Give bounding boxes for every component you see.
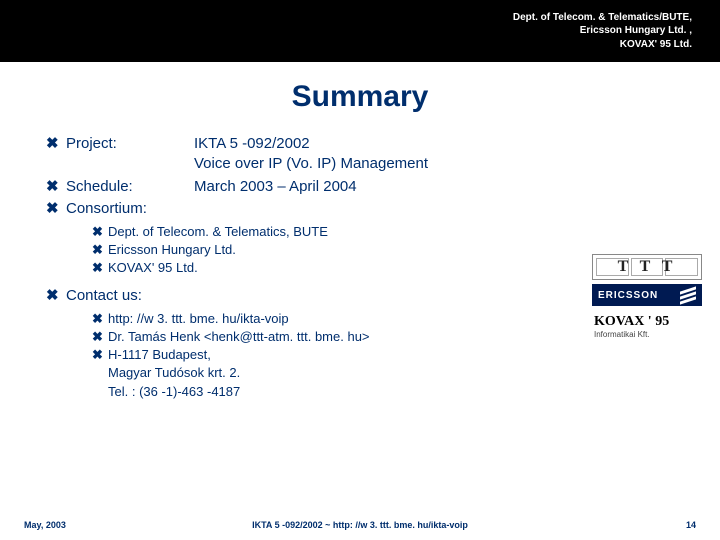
contact-item: ✖ H-1117 Budapest, Magyar Tudósok krt. 2…	[92, 346, 700, 401]
bullet-icon: ✖	[92, 241, 108, 259]
bullet-icon: ✖	[46, 177, 66, 197]
slide-title: Summary	[0, 80, 720, 114]
bullet-icon: ✖	[46, 199, 66, 219]
footer: May, 2003 IKTA 5 -092/2002 ~ http: //w 3…	[0, 520, 720, 530]
consortium-item: ✖ Dept. of Telecom. & Telematics, BUTE	[92, 223, 700, 241]
contact-address: H-1117 Budapest, Magyar Tudósok krt. 2. …	[108, 346, 240, 401]
project-desc: Voice over IP (Vo. IP) Management	[194, 155, 428, 172]
consortium-item-text: KOVAX' 95 Ltd.	[108, 259, 198, 277]
consortium-item-text: Ericsson Hungary Ltd.	[108, 241, 236, 259]
header-line1: Dept. of Telecom. & Telematics/BUTE,	[513, 12, 692, 23]
bullet-icon: ✖	[92, 310, 108, 328]
header-line2: Ericsson Hungary Ltd. ,	[580, 25, 692, 36]
header-band: Dept. of Telecom. & Telematics/BUTE, Eri…	[0, 0, 720, 62]
logo-ttt-text: T T T	[618, 258, 677, 276]
row-schedule: ✖ Schedule: March 2003 – April 2004	[46, 177, 700, 197]
logo-kovax: KOVAX ' 95 Informatikai Kft.	[592, 310, 702, 342]
footer-date: May, 2003	[24, 520, 66, 530]
logo-stack: T T T ERICSSON KOVAX ' 95 Informatikai K…	[592, 254, 702, 342]
logo-ericsson-text: ERICSSON	[598, 290, 658, 301]
bullet-icon: ✖	[46, 286, 66, 306]
row-consortium: ✖ Consortium:	[46, 199, 700, 219]
bullet-icon: ✖	[92, 346, 108, 364]
contact-url: http: //w 3. ttt. bme. hu/ikta-voip	[108, 310, 289, 328]
logo-ttt: T T T	[592, 254, 702, 280]
header-line3: KOVAX' 95 Ltd.	[620, 39, 692, 50]
schedule-value: March 2003 – April 2004	[194, 177, 357, 197]
bullet-icon: ✖	[92, 223, 108, 241]
project-label: Project:	[66, 134, 194, 154]
logo-ericsson: ERICSSON	[592, 284, 702, 306]
bullet-icon: ✖	[46, 134, 66, 154]
bullet-icon: ✖	[92, 328, 108, 346]
contact-person: Dr. Tamás Henk <henk@ttt-atm. ttt. bme. …	[108, 328, 370, 346]
project-code: IKTA 5 -092/2002	[194, 135, 310, 152]
project-value: IKTA 5 -092/2002 Voice over IP (Vo. IP) …	[194, 134, 428, 175]
logo-kovax-text: KOVAX ' 95	[594, 314, 669, 330]
logo-kovax-sub: Informatikai Kft.	[594, 330, 650, 339]
schedule-label: Schedule:	[66, 177, 194, 197]
header-affiliation: Dept. of Telecom. & Telematics/BUTE, Eri…	[513, 11, 692, 52]
contact-label: Contact us:	[66, 286, 142, 306]
footer-center: IKTA 5 -092/2002 ~ http: //w 3. ttt. bme…	[0, 520, 720, 530]
ericsson-stripes-icon	[680, 284, 696, 305]
consortium-item-text: Dept. of Telecom. & Telematics, BUTE	[108, 223, 328, 241]
bullet-icon: ✖	[92, 259, 108, 277]
row-project: ✖ Project: IKTA 5 -092/2002 Voice over I…	[46, 134, 700, 175]
footer-page-number: 14	[686, 520, 696, 530]
consortium-label: Consortium:	[66, 199, 147, 219]
